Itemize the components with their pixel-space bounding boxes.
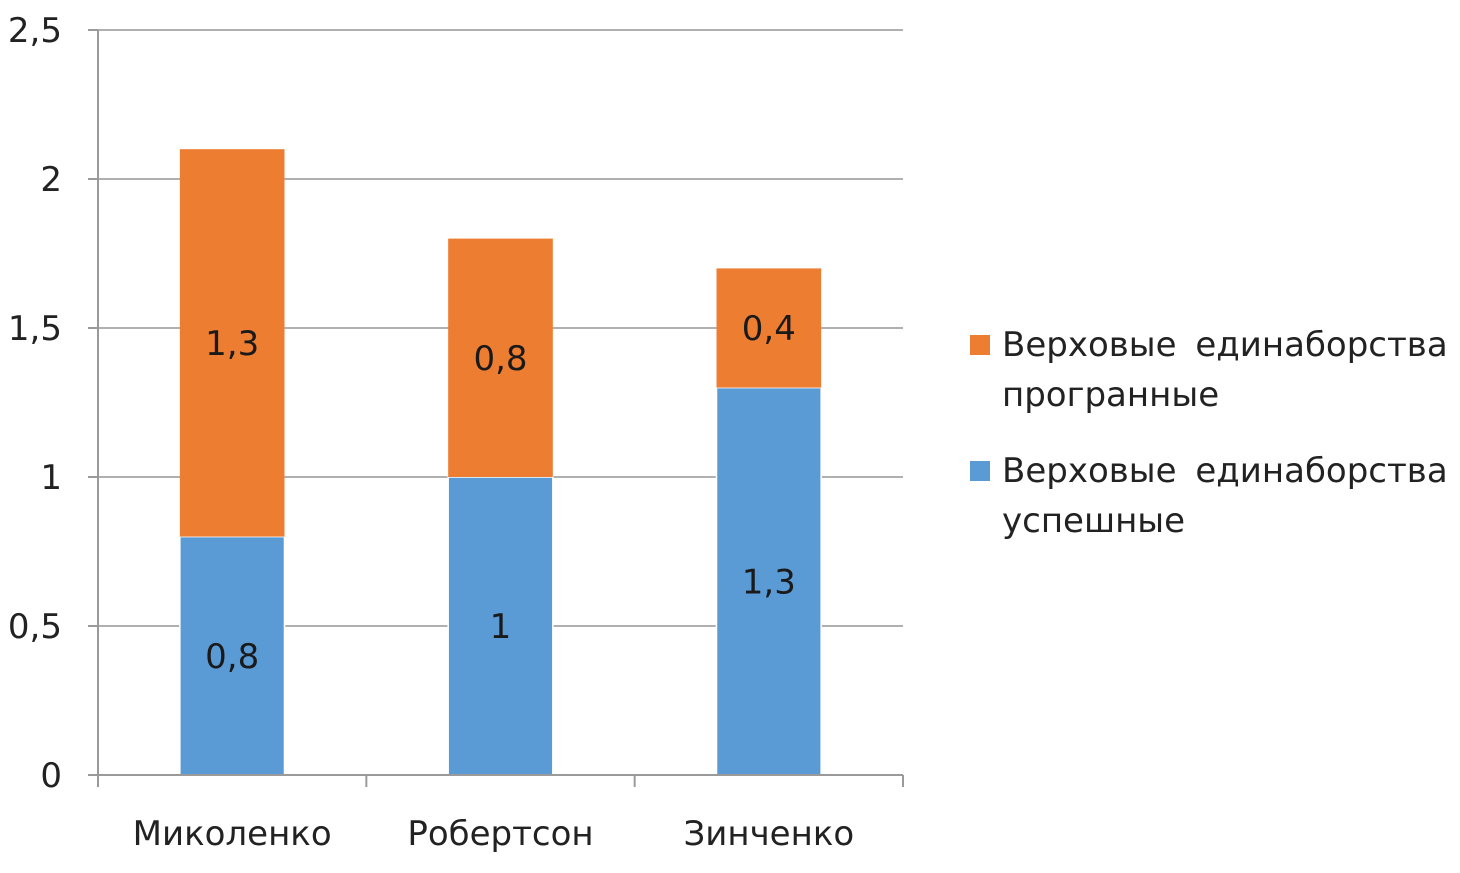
x-axis-categories: Миколенко Робертсон Зинченко bbox=[133, 814, 855, 854]
legend-label-lost: Верховые единаборства програнные bbox=[1002, 325, 1448, 415]
data-label: 0,8 bbox=[473, 339, 527, 379]
legend-swatch-lost bbox=[970, 335, 990, 355]
x-category-label: Робертсон bbox=[407, 814, 593, 854]
y-tick-label: 1 bbox=[40, 458, 62, 498]
bar-segment bbox=[448, 238, 553, 477]
y-tick-label: 0,5 bbox=[8, 607, 62, 647]
bar-segment bbox=[179, 149, 285, 537]
y-tick-label: 0 bbox=[40, 756, 62, 796]
legend: Верховые единаборства програнные Верховы… bbox=[968, 320, 1448, 572]
y-tick-label: 1,5 bbox=[8, 309, 62, 349]
bar-segment bbox=[715, 386, 822, 776]
data-label: 0,8 bbox=[205, 637, 259, 677]
legend-item-won: Верховые единаборства успешные bbox=[968, 446, 1448, 546]
bar-segment bbox=[716, 268, 822, 388]
bars bbox=[179, 149, 822, 776]
x-category-label: Миколенко bbox=[133, 814, 332, 854]
x-category-label: Зинченко bbox=[683, 814, 854, 854]
data-label: 0,4 bbox=[742, 309, 796, 349]
data-label: 1,3 bbox=[205, 324, 259, 364]
data-label: 1 bbox=[490, 607, 512, 647]
y-axis-ticks: 0 0,5 1 1,5 2 2,5 bbox=[8, 11, 98, 796]
y-tick-label: 2,5 bbox=[8, 11, 62, 51]
y-tick-label: 2 bbox=[40, 160, 62, 200]
legend-swatch-won bbox=[970, 461, 990, 481]
legend-label-won: Верховые единаборства успешные bbox=[1002, 451, 1448, 541]
legend-item-lost: Верховые единаборства програнные bbox=[968, 320, 1448, 420]
data-labels: 0,8 1,3 1 0,8 1,3 0,4 bbox=[205, 309, 796, 677]
axes bbox=[97, 30, 904, 787]
data-label: 1,3 bbox=[742, 562, 796, 602]
